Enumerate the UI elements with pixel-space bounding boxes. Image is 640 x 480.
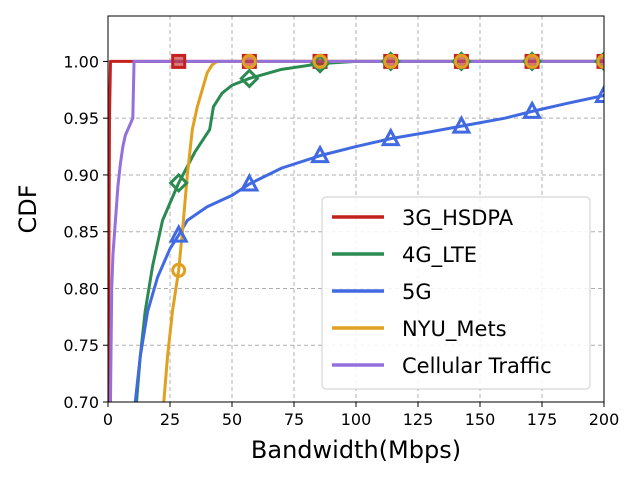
marker-4g-lte — [168, 172, 189, 194]
x-tick-label: 100 — [341, 410, 372, 429]
marker-nyu-mets — [383, 53, 399, 69]
series-line-4g-lte — [135, 59, 604, 402]
plot-area — [108, 51, 604, 402]
legend-label-4g-lte: 4G_LTE — [402, 243, 477, 268]
marker-nyu-mets — [171, 262, 187, 278]
y-tick-label: 0.70 — [63, 393, 99, 412]
x-tick-label: 25 — [160, 410, 180, 429]
legend-label-3g-hsdpa: 3G_HSDPA — [402, 206, 514, 231]
marker-5g — [310, 144, 331, 164]
marker-5g — [380, 127, 401, 147]
legend-label-5g: 5G — [402, 280, 432, 304]
y-tick-label: 0.85 — [63, 223, 99, 242]
y-tick-label: 0.80 — [63, 279, 99, 298]
y-tick-label: 1.00 — [63, 52, 99, 71]
y-tick-label: 0.90 — [63, 166, 99, 185]
legend: 3G_HSDPA 4G_LTE 5G NYU_Mets Cellular Traffic — [321, 196, 591, 390]
y-tick-label: 0.95 — [63, 109, 99, 128]
x-tick-label: 75 — [284, 410, 304, 429]
x-tick-label: 50 — [222, 410, 242, 429]
marker-5g — [451, 114, 472, 134]
marker-nyu-mets — [453, 53, 469, 69]
axis-ticks: 0 25 50 75 100 125 150 175 200 0.70 0.75 0.80 0.85 0.… — [63, 52, 619, 429]
marker-nyu-mets — [312, 53, 328, 69]
marker-5g — [168, 223, 189, 243]
legend-label-nyu-mets: NYU_Mets — [402, 317, 507, 342]
marker-nyu-mets — [524, 53, 540, 69]
x-tick-label: 175 — [527, 410, 558, 429]
series-line-5g — [133, 94, 604, 402]
y-axis-label: CDF — [14, 184, 42, 233]
marker-5g — [593, 84, 604, 103]
x-axis-label: Bandwidth(Mbps) — [251, 436, 461, 464]
series-line-cellular-traffic — [108, 59, 604, 402]
series-line-nyu-mets — [162, 59, 604, 402]
x-tick-label: 200 — [589, 410, 620, 429]
marker-nyu-mets — [596, 53, 604, 69]
x-tick-label: 0 — [103, 410, 113, 429]
marker-5g — [522, 100, 543, 119]
marker-5g — [239, 172, 260, 192]
legend-box — [321, 196, 591, 390]
x-tick-label: 150 — [465, 410, 496, 429]
y-tick-label: 0.75 — [63, 336, 99, 355]
marker-3g-hsdpa — [171, 53, 187, 69]
legend-label-cellular-traffic: Cellular Traffic — [402, 354, 552, 378]
marker-nyu-mets — [241, 53, 257, 69]
x-tick-label: 125 — [403, 410, 434, 429]
marker-4g-lte — [239, 68, 260, 89]
